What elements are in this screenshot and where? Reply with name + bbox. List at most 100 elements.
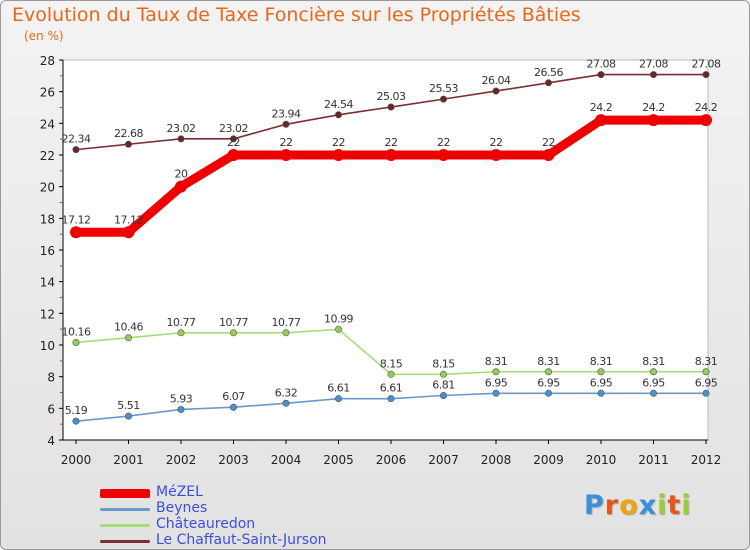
data-point-mezel: [542, 149, 555, 161]
data-point-le-chaffaut-saint-jurson: [439, 95, 447, 103]
data-point-mezel: [227, 149, 240, 161]
y-tick-label: 24: [40, 117, 55, 131]
data-label-chateauredon: 10.16: [62, 325, 91, 338]
data-label-chateauredon: 8.15: [380, 357, 403, 370]
legend-item-le-chaffaut[interactable]: Le Chaffaut-Saint-Jurson: [100, 532, 400, 549]
data-label-le-chaffaut-saint-jurson: 22.34: [62, 133, 91, 146]
data-label-chateauredon: 8.15: [432, 357, 455, 370]
data-point-chateauredon: [649, 368, 657, 376]
x-tick-label: 2010: [586, 453, 617, 467]
legend-item-mezel[interactable]: MéZEL: [100, 484, 400, 501]
x-tick-label: 2006: [376, 453, 407, 467]
data-label-beynes: 5.93: [170, 392, 193, 405]
data-point-beynes: [439, 392, 447, 400]
data-point-beynes: [597, 389, 605, 397]
data-point-le-chaffaut-saint-jurson: [649, 71, 657, 79]
data-label-beynes: 6.95: [485, 376, 508, 389]
data-label-chateauredon: 8.31: [485, 355, 508, 368]
data-label-le-chaffaut-saint-jurson: 26.56: [534, 66, 563, 79]
data-label-chateauredon: 8.31: [695, 355, 718, 368]
legend-item-beynes[interactable]: Beynes: [100, 500, 400, 517]
data-label-beynes: 6.95: [642, 376, 665, 389]
y-axis-unit: (en %): [24, 29, 64, 43]
data-point-chateauredon: [702, 368, 710, 376]
legend-label-mezel: MéZEL: [156, 484, 203, 500]
data-point-chateauredon: [492, 368, 500, 376]
legend-swatch-chateauredon: [100, 524, 150, 527]
legend-label-chateauredon: Châteauredon: [156, 516, 256, 532]
data-point-le-chaffaut-saint-jurson: [544, 79, 552, 87]
data-point-chateauredon: [230, 329, 238, 337]
data-label-mezel: 24.2: [642, 101, 665, 114]
x-tick-label: 2007: [428, 453, 459, 467]
x-tick-label: 2011: [638, 453, 669, 467]
data-point-chateauredon: [282, 329, 290, 337]
data-point-beynes: [230, 403, 238, 411]
x-tick-label: 2001: [113, 453, 144, 467]
y-tick-label: 4: [47, 434, 55, 448]
data-label-le-chaffaut-saint-jurson: 23.02: [167, 122, 196, 135]
data-label-beynes: 6.95: [590, 376, 613, 389]
x-tick-label: 2000: [61, 453, 92, 467]
data-point-le-chaffaut-saint-jurson: [334, 111, 342, 119]
x-tick-label: 2009: [533, 453, 564, 467]
legend-label-le-chaffaut: Le Chaffaut-Saint-Jurson: [156, 532, 327, 548]
data-label-mezel: 17.12: [62, 213, 91, 226]
data-label-chateauredon: 8.31: [642, 355, 665, 368]
data-label-le-chaffaut-saint-jurson: 23.02: [219, 122, 248, 135]
data-point-beynes: [72, 417, 80, 425]
x-tick-label: 2004: [271, 453, 302, 467]
y-tick-label: 26: [40, 86, 55, 100]
data-point-chateauredon: [177, 329, 185, 337]
data-label-le-chaffaut-saint-jurson: 26.04: [482, 74, 511, 87]
legend-swatch-mezel: [100, 489, 150, 498]
data-label-le-chaffaut-saint-jurson: 24.54: [324, 98, 353, 111]
data-point-chateauredon: [334, 325, 342, 333]
legend-item-chateauredon[interactable]: Châteauredon: [100, 516, 400, 533]
data-point-beynes: [334, 395, 342, 403]
data-label-beynes: 6.95: [537, 376, 560, 389]
data-point-chateauredon: [544, 368, 552, 376]
data-point-beynes: [492, 389, 500, 397]
data-point-mezel: [385, 149, 397, 161]
data-point-mezel: [647, 114, 660, 127]
data-point-le-chaffaut-saint-jurson: [230, 135, 238, 143]
y-tick-label: 6: [47, 402, 55, 416]
logo-letter: t: [667, 490, 682, 521]
data-point-le-chaffaut-saint-jurson: [387, 103, 395, 111]
data-label-mezel: 20: [175, 168, 188, 181]
data-label-le-chaffaut-saint-jurson: 25.53: [429, 82, 458, 95]
logo-letter: P: [584, 490, 605, 521]
logo-letter: x: [638, 490, 658, 521]
data-point-mezel: [332, 149, 345, 161]
data-label-mezel: 22: [385, 136, 398, 149]
legend-swatch-le-chaffaut: [100, 540, 150, 543]
logo-letter: i: [681, 490, 692, 521]
data-point-beynes: [544, 389, 552, 397]
y-tick-label: 10: [40, 339, 55, 353]
data-label-chateauredon: 8.31: [537, 355, 560, 368]
data-point-beynes: [282, 399, 290, 407]
y-tick-label: 14: [40, 276, 55, 290]
y-tick-label: 18: [40, 212, 55, 226]
data-point-chateauredon: [439, 370, 447, 378]
data-label-le-chaffaut-saint-jurson: 27.08: [587, 58, 616, 71]
data-point-mezel: [70, 226, 82, 239]
data-label-mezel: 22: [542, 136, 555, 149]
legend-swatch-beynes: [100, 508, 150, 511]
data-label-mezel: 24.2: [590, 101, 613, 114]
x-tick-label: 2005: [323, 453, 354, 467]
chart-title: Evolution du Taux de Taxe Foncière sur l…: [12, 4, 581, 26]
data-point-mezel: [122, 226, 135, 239]
data-point-mezel: [437, 149, 450, 161]
x-tick-label: 2012: [691, 453, 722, 467]
data-point-beynes: [649, 389, 657, 397]
data-label-le-chaffaut-saint-jurson: 27.08: [639, 58, 668, 71]
data-label-mezel: 22: [490, 136, 503, 149]
y-tick-label: 22: [40, 149, 55, 163]
data-label-mezel: 22: [332, 136, 345, 149]
logo-letter: r: [604, 490, 620, 521]
y-tick-label: 20: [40, 181, 55, 195]
data-point-beynes: [125, 412, 133, 420]
